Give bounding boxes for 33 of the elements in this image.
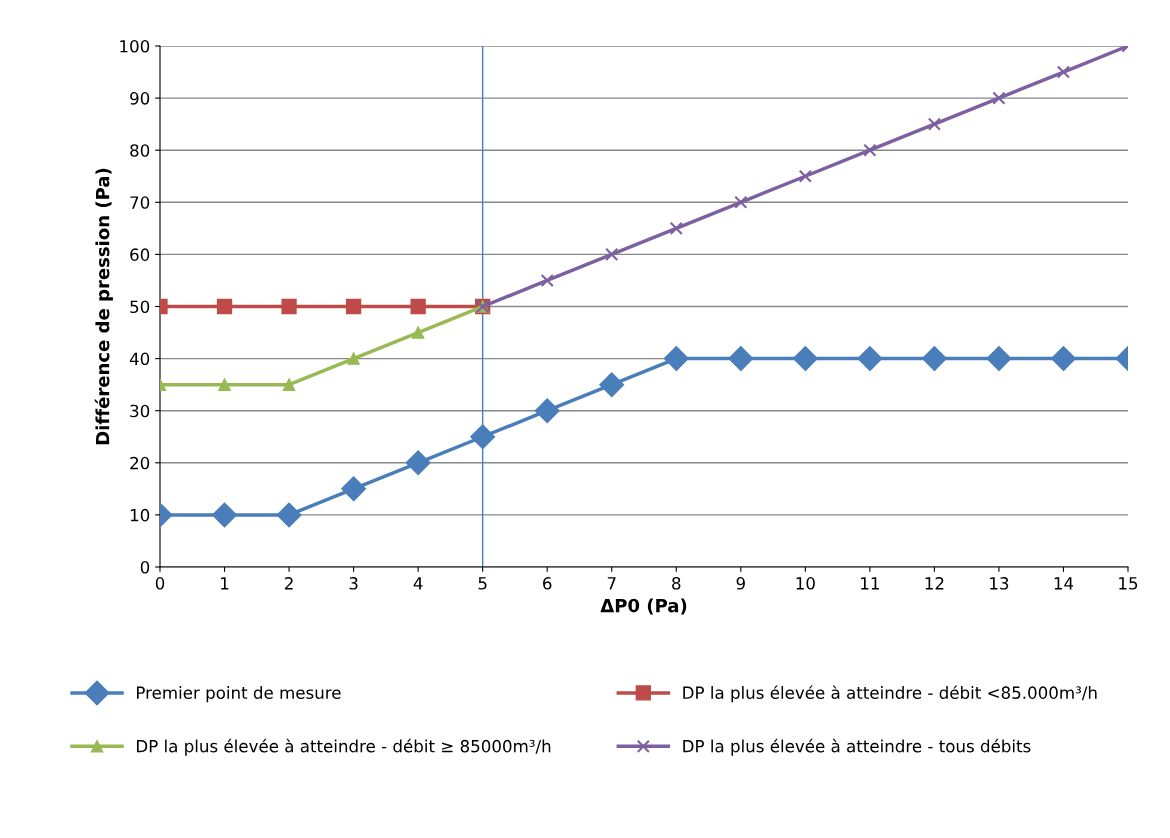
legend-label: DP la plus élevée à atteindre - débit ≥ 85000m³/h — [137, 738, 551, 756]
x-tick-label: 2 — [284, 577, 293, 590]
y-tick-label: 60 — [130, 248, 150, 261]
x-tick-label: 8 — [672, 577, 681, 590]
x-tick-label: 9 — [736, 577, 745, 590]
legend-label: DP la plus élevée à atteindre - débit <85.000m³/h — [683, 685, 1097, 703]
x-tick-label: 7 — [607, 577, 616, 590]
x-tick-label: 3 — [349, 577, 358, 590]
y-tick-label: 90 — [130, 92, 150, 105]
y-tick-label: 40 — [129, 352, 150, 366]
x-tick-label: 11 — [861, 577, 879, 590]
x-tick-label: 5 — [478, 577, 487, 590]
y-tick-label: 20 — [130, 456, 150, 470]
x-tick-label: 13 — [990, 577, 1009, 590]
x-tick-label: 1 — [221, 577, 229, 590]
x-tick-label: 15 — [1119, 577, 1138, 590]
y-tick-label: 0 — [140, 560, 150, 574]
x-tick-label: 6 — [543, 577, 552, 590]
x-tick-label: 4 — [413, 577, 423, 590]
legend-label: DP la plus élevée à atteindre - tous débits — [683, 738, 1031, 756]
x-tick-label: 12 — [925, 577, 944, 590]
y-tick-label: 80 — [130, 144, 150, 157]
x-tick-label: 0 — [155, 577, 165, 590]
y-tick-label: 70 — [130, 196, 150, 209]
y-tick-label: 100 — [120, 39, 150, 53]
x-tick-label: 14 — [1054, 577, 1074, 590]
x-tick-label: 10 — [796, 577, 815, 590]
y-tick-label: 50 — [130, 300, 150, 314]
y-axis-title: Différence de pression (Pa) — [94, 168, 113, 445]
x-axis-title: ΔP0 (Pa) — [600, 598, 687, 615]
y-tick-label: 30 — [130, 404, 150, 418]
y-tick-label: 10 — [130, 508, 150, 522]
legend-label: Premier point de mesure — [137, 686, 341, 703]
